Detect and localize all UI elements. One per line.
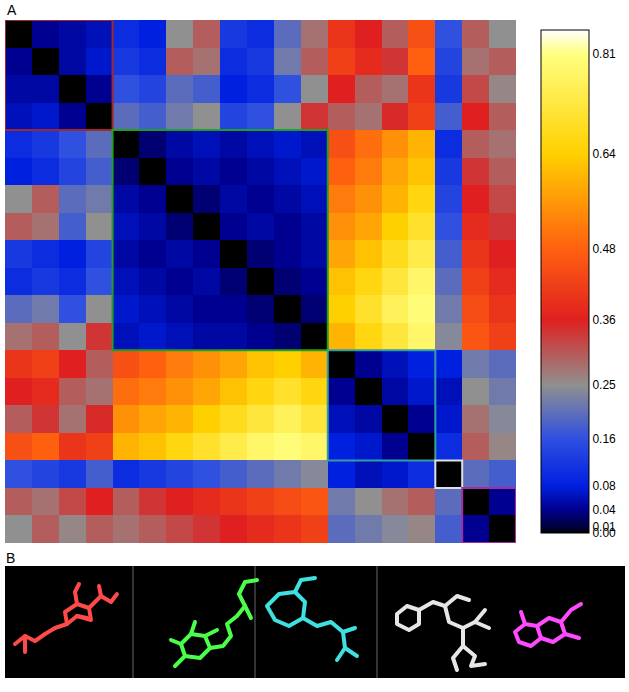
- svg-text:0.08: 0.08: [592, 479, 616, 493]
- svg-text:0.81: 0.81: [592, 47, 616, 61]
- svg-text:0.04: 0.04: [592, 503, 616, 517]
- html-text:B: B: [6, 550, 16, 566]
- svg-text:0.00: 0.00: [592, 526, 616, 540]
- svg-text:0.48: 0.48: [592, 242, 616, 256]
- svg-text:A: A: [7, 2, 17, 18]
- svg-text:0.01: 0.01: [592, 520, 616, 534]
- svg-text:0.25: 0.25: [592, 378, 616, 392]
- svg-text:0.36: 0.36: [592, 313, 616, 327]
- svg-text:0.64: 0.64: [592, 147, 616, 161]
- svg-text:0.16: 0.16: [592, 432, 616, 446]
